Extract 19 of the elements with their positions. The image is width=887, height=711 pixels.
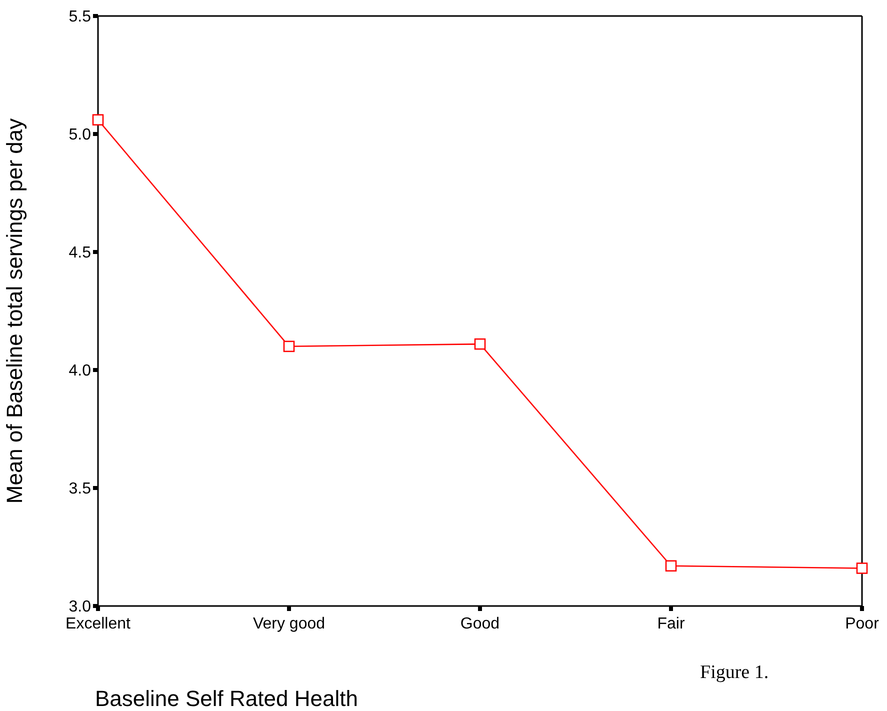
y-tick-label: 5.5 (68, 8, 92, 26)
point (92, 114, 104, 126)
point (474, 338, 486, 350)
y-axis-title: Mean of Baseline total servings per day (2, 118, 27, 504)
x-tick-label: Good (460, 615, 500, 632)
x-tick-label: Excellent (66, 615, 132, 632)
x-tick-label: Poor (845, 615, 880, 632)
x-tick-label: Fair (657, 615, 686, 632)
y-tick-label: 5.0 (68, 126, 92, 144)
x-axis-title: Baseline Self Rated Health (95, 686, 358, 711)
point (665, 560, 677, 572)
caption: Figure 1. (700, 662, 769, 684)
point (856, 562, 868, 574)
x-tick-label: Very good (252, 615, 326, 632)
y-tick-label: 4.0 (68, 362, 92, 380)
y-tick-label: 3.5 (68, 480, 92, 498)
y-tick-label: 4.5 (68, 244, 92, 262)
y-tick-label: 3.0 (68, 598, 92, 616)
point (283, 340, 295, 352)
